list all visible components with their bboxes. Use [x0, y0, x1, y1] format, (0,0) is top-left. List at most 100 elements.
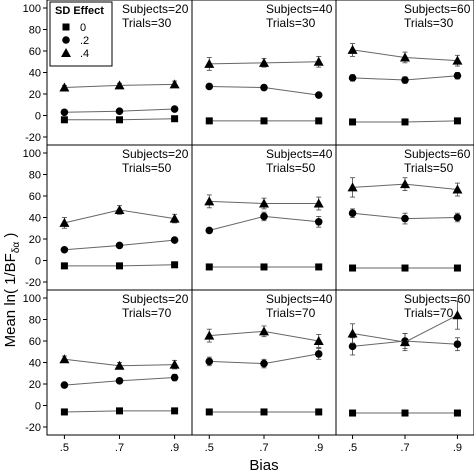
data-point [315, 117, 323, 125]
panel-trials-label: Trials=50 [404, 161, 454, 175]
y-tick-label: 60 [29, 336, 41, 348]
legend-title: SD Effect [55, 5, 104, 17]
series-triangle [204, 55, 324, 71]
data-point [401, 409, 409, 417]
panel-subjects-label: Subjects=20 [122, 147, 189, 161]
series-square [349, 409, 461, 417]
data-point [401, 118, 409, 126]
legend-marker [62, 36, 70, 44]
data-point [114, 204, 125, 214]
x-axis-title: Bias [249, 457, 278, 474]
x-tick-label: .7 [115, 442, 124, 454]
data-point [59, 82, 70, 92]
legend-entry-circle: .2 [62, 35, 89, 47]
x-tick-label: .5 [348, 442, 357, 454]
data-point [171, 115, 179, 123]
panel-subjects-label: Subjects=20 [122, 292, 189, 306]
data-point [60, 245, 69, 254]
data-point [314, 91, 323, 99]
data-point [259, 57, 269, 67]
series-square [349, 117, 461, 126]
legend-label: .4 [80, 48, 89, 60]
series-circle [205, 211, 323, 235]
series-triangle [59, 204, 180, 229]
data-point [60, 108, 69, 117]
data-point [205, 226, 214, 235]
series-circle [60, 373, 179, 389]
data-point [315, 408, 323, 416]
panel-subjects-label: Subjects=60 [404, 292, 471, 306]
data-point [400, 179, 410, 189]
data-point [205, 82, 214, 91]
data-point [169, 359, 180, 369]
data-point [205, 357, 214, 366]
panel-trials-label: Trials=70 [404, 306, 454, 320]
data-point [60, 262, 68, 270]
data-point [401, 214, 409, 223]
series-square [205, 263, 323, 271]
series-circle [60, 236, 179, 254]
data-point [169, 79, 180, 89]
series-triangle [347, 300, 463, 352]
data-point [401, 76, 409, 84]
panel-subjects-label: Subjects=20 [122, 2, 189, 16]
series-square [205, 117, 323, 125]
y-tick-label: 100 [23, 293, 41, 305]
legend: SD Effect 0.2.4 [49, 1, 113, 67]
series-triangle [347, 177, 463, 198]
data-point [170, 105, 179, 113]
y-axis-title-suffix: ) [2, 233, 19, 242]
panel-subjects-label: Subjects=60 [404, 2, 471, 16]
legend-marker [61, 48, 71, 57]
data-point [59, 217, 70, 227]
axes-layer: -20 0 20 40 60 80 100 -20 0 20 40 60 80 100 -20 0 20 40 60… [23, 3, 462, 454]
y-tick-label: -20 [25, 132, 41, 144]
data-point [453, 71, 462, 80]
data-point [259, 198, 269, 208]
y-tick-label: 0 [35, 256, 41, 268]
y-tick-label: 40 [29, 68, 41, 80]
series-square [60, 407, 179, 416]
data-point [348, 342, 357, 351]
y-tick-label: 0 [35, 111, 41, 123]
y-tick-label: 20 [29, 234, 41, 246]
data-point [60, 381, 69, 389]
data-point [170, 373, 179, 382]
y-tick-label: 100 [23, 148, 41, 160]
panel-subjects-label: Subjects=60 [404, 147, 471, 161]
series-circle [60, 105, 179, 117]
panel-trials-label: Trials=70 [266, 306, 316, 320]
data-point [204, 196, 215, 206]
legend-entry-triangle: .4 [61, 48, 89, 60]
series-circle [205, 348, 323, 369]
data-point [260, 359, 268, 368]
y-axis-row-3: -20 0 20 40 60 80 100 [23, 293, 47, 434]
data-point [401, 264, 409, 272]
series-triangle [59, 79, 180, 92]
legend-entries: 0.2.4 [61, 22, 89, 60]
x-tick-label: .7 [400, 442, 409, 454]
series-triangle [347, 43, 463, 67]
panel-subjects-label: Subjects=40 [266, 292, 333, 306]
data-point [453, 340, 462, 349]
data-point [400, 337, 410, 347]
data-point [115, 107, 124, 115]
data-point [313, 198, 324, 208]
series-square [60, 261, 179, 270]
data-point [453, 117, 461, 125]
data-point [314, 350, 323, 358]
data-point [313, 336, 324, 345]
data-point [313, 56, 324, 66]
y-axis-title: Mean ln( 1/BFδα ) [2, 233, 22, 348]
y-axis-row-1: -20 0 20 40 60 80 100 [23, 3, 47, 144]
series-triangle [204, 325, 324, 348]
x-tick-label: .9 [314, 442, 323, 454]
series-circle [348, 71, 462, 84]
